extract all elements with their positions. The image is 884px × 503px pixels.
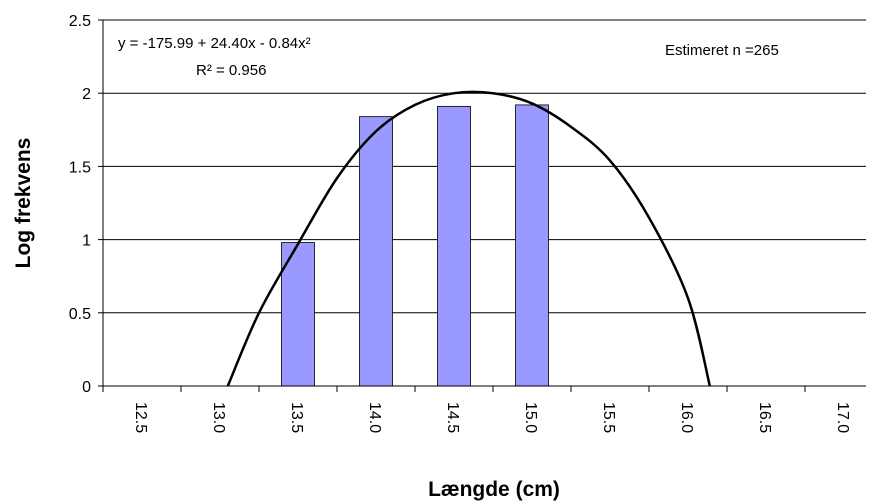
- x-axis-title: Længde (cm): [428, 478, 560, 501]
- y-tick-label: 0: [82, 379, 91, 396]
- sample-size: Estimeret n =265: [665, 42, 779, 59]
- r-squared: R² = 0.956: [196, 62, 266, 79]
- y-axis-title: Log frekvens: [12, 138, 35, 269]
- x-tick-label: 13.5: [288, 402, 305, 433]
- x-tick-label: 17.0: [834, 402, 851, 433]
- trend-line: [226, 90, 712, 387]
- x-tick-label: 15.0: [522, 402, 539, 433]
- x-tick-label: 16.5: [756, 402, 773, 433]
- bar: [359, 116, 393, 387]
- x-tick-label: 12.5: [132, 402, 149, 433]
- y-tick-label: 1: [82, 233, 91, 250]
- y-tick-label: 2: [82, 86, 91, 103]
- x-tick-label: 14.0: [366, 402, 383, 433]
- x-tick-label: 14.5: [444, 402, 461, 433]
- equation: y = -175.99 + 24.40x - 0.84x²: [118, 35, 311, 52]
- y-tick-label: 1.5: [69, 159, 91, 176]
- x-tick-label: 13.0: [210, 402, 227, 433]
- bar: [515, 104, 549, 387]
- y-tick-label: 2.5: [69, 13, 91, 30]
- x-tick-label: 16.0: [678, 402, 695, 433]
- y-tick-label: 0.5: [69, 306, 91, 323]
- x-tick-label: 15.5: [600, 402, 617, 433]
- bar: [437, 105, 471, 387]
